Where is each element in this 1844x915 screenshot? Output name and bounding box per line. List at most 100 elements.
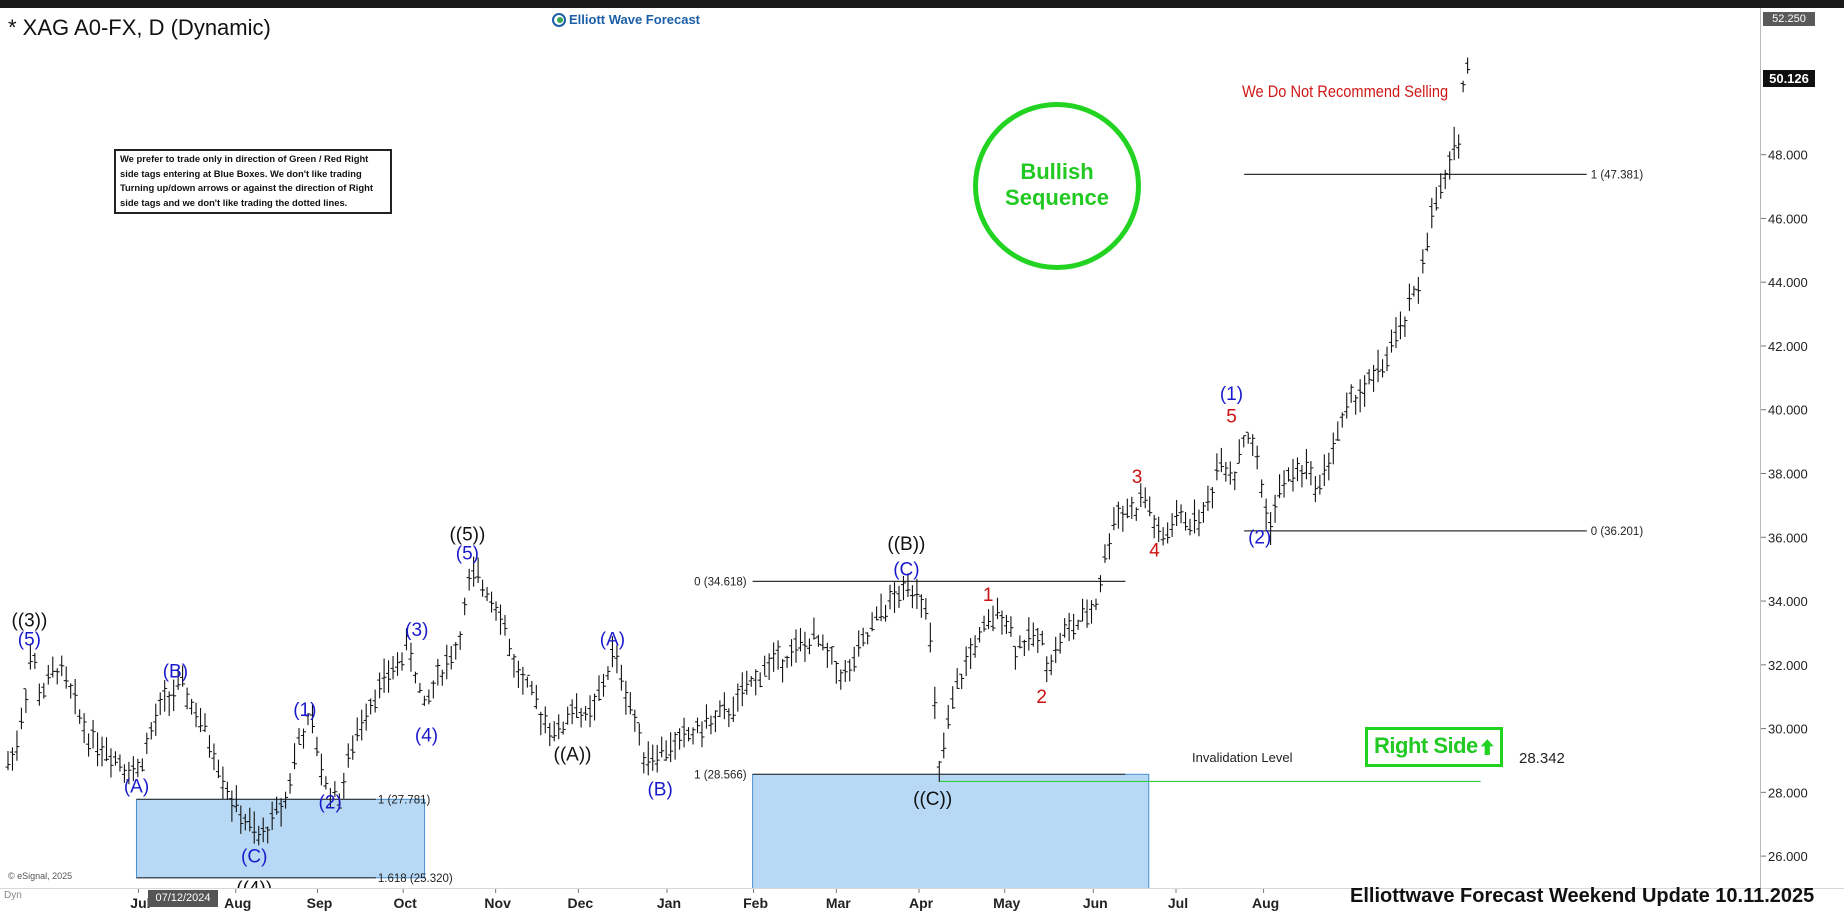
ohlc-bar bbox=[914, 578, 920, 609]
ohlc-bar bbox=[654, 744, 660, 773]
ohlc-bar bbox=[793, 629, 799, 663]
bullish-line: Sequence bbox=[1005, 185, 1109, 210]
ohlc-bar bbox=[1411, 285, 1417, 297]
ohlc-bar bbox=[435, 658, 441, 686]
right-side-tag: Right Side bbox=[1365, 727, 1503, 767]
ohlc-bar bbox=[144, 732, 150, 755]
ohlc-bar bbox=[1089, 600, 1095, 624]
ohlc-bar bbox=[336, 793, 342, 810]
ohlc-bar bbox=[1026, 617, 1032, 651]
note-line: We prefer to trade only in direction of … bbox=[120, 153, 369, 164]
wave-label: (1) bbox=[1220, 384, 1243, 405]
top-frame-bar bbox=[0, 0, 1844, 8]
ohlc-bar bbox=[1066, 612, 1072, 642]
ohlc-bar bbox=[860, 627, 866, 647]
ohlc-bar bbox=[614, 645, 620, 674]
x-tick-label: Mar bbox=[826, 895, 851, 911]
right-side-label: Right Side bbox=[1374, 733, 1478, 758]
ohlc-bar bbox=[1174, 500, 1180, 527]
ohlc-bar bbox=[1048, 654, 1054, 676]
ohlc-bar bbox=[990, 605, 996, 632]
ohlc-bar bbox=[139, 758, 145, 772]
ohlc-bar bbox=[444, 644, 450, 680]
ohlc-bar bbox=[247, 807, 253, 832]
ohlc-bar bbox=[1460, 80, 1466, 93]
ohlc-bar bbox=[498, 604, 504, 635]
ohlc-bar bbox=[627, 692, 633, 715]
wave-label: (C) bbox=[893, 560, 919, 581]
wave-label: ((5)) bbox=[449, 524, 485, 545]
ohlc-bar bbox=[345, 743, 351, 768]
ohlc-bar bbox=[721, 692, 727, 720]
ohlc-bar bbox=[332, 781, 338, 798]
ohlc-bar bbox=[1075, 619, 1081, 630]
ohlc-bar bbox=[1344, 392, 1350, 419]
ohlc-bar bbox=[368, 698, 374, 715]
ohlc-bar bbox=[945, 704, 951, 729]
ohlc-bar bbox=[592, 693, 598, 721]
ohlc-bar bbox=[968, 638, 974, 670]
ohlc-bar bbox=[609, 636, 615, 668]
y-tick-label: 30.000 bbox=[1768, 722, 1808, 737]
ohlc-bar bbox=[95, 732, 101, 767]
y-tick-label: 26.000 bbox=[1768, 849, 1808, 864]
ohlc-bar bbox=[121, 764, 127, 783]
bullish-line: Bullish bbox=[1020, 159, 1094, 184]
ohlc-bar bbox=[1442, 169, 1448, 190]
ohlc-bar bbox=[838, 669, 844, 690]
ohlc-bar bbox=[162, 680, 168, 712]
ohlc-bar bbox=[224, 781, 230, 800]
ohlc-bar bbox=[350, 735, 356, 760]
ohlc-bar bbox=[1053, 636, 1059, 664]
x-axis[interactable]: Jul Aug Sep Oct Nov Dec Jan Feb Mar Apr May Jun Jul A… bbox=[0, 888, 1844, 915]
ohlc-bar bbox=[1133, 507, 1139, 521]
ohlc-bar bbox=[672, 731, 678, 760]
ohlc-bar bbox=[1465, 57, 1471, 74]
ohlc-bar bbox=[72, 679, 78, 715]
blue-box bbox=[752, 773, 1150, 895]
logo-text: Elliott Wave Forecast bbox=[569, 12, 700, 27]
ohlc-bar bbox=[1209, 486, 1215, 509]
ohlc-bar bbox=[211, 743, 217, 771]
x-tick-label: Jun bbox=[1083, 895, 1108, 911]
ohlc-bar bbox=[789, 639, 795, 667]
ohlc-bar bbox=[1254, 445, 1260, 470]
ohlc-bar bbox=[569, 699, 575, 725]
ohlc-bar bbox=[1406, 283, 1412, 312]
ohlc-bar bbox=[874, 606, 880, 621]
ohlc-bar bbox=[417, 682, 423, 693]
ohlc-bar bbox=[753, 669, 759, 696]
ohlc-bar bbox=[1120, 505, 1126, 532]
ohlc-bar bbox=[466, 568, 472, 591]
ohlc-bar bbox=[296, 728, 302, 746]
ohlc-bar bbox=[1353, 394, 1359, 415]
ohlc-bar bbox=[762, 655, 768, 677]
ohlc-bar bbox=[448, 645, 454, 670]
y-axis[interactable]: 26.000 28.000 30.000 32.000 34.000 36.000 38.0… bbox=[1761, 8, 1844, 888]
ohlc-bar bbox=[645, 741, 651, 776]
wave-label: 2 bbox=[1036, 687, 1047, 708]
ohlc-bar bbox=[668, 732, 674, 762]
ohlc-bar bbox=[126, 761, 132, 785]
x-tick-label: Sep bbox=[307, 895, 333, 911]
ohlc-bar bbox=[1429, 197, 1435, 229]
ohlc-bar bbox=[1303, 448, 1309, 480]
ohlc-bar bbox=[600, 673, 606, 697]
ohlc-bar bbox=[1151, 514, 1157, 539]
blue-box bbox=[135, 798, 426, 879]
ohlc-bar bbox=[395, 652, 401, 676]
y-tick-label: 36.000 bbox=[1768, 530, 1808, 545]
ohlc-bar bbox=[1241, 435, 1247, 448]
y-tick-label: 38.000 bbox=[1768, 467, 1808, 482]
ohlc-bar bbox=[1388, 329, 1394, 353]
ohlc-bar bbox=[1371, 364, 1377, 392]
ohlc-bar bbox=[1281, 470, 1287, 498]
ohlc-bar bbox=[462, 597, 468, 616]
x-tick-label: Aug bbox=[1252, 895, 1279, 911]
ohlc-bar bbox=[283, 791, 289, 809]
selling-warning: We Do Not Recommend Selling bbox=[1242, 82, 1449, 101]
ohlc-bar bbox=[686, 727, 692, 742]
ohlc-bar bbox=[1165, 522, 1171, 544]
ohlc-bar bbox=[412, 671, 418, 684]
